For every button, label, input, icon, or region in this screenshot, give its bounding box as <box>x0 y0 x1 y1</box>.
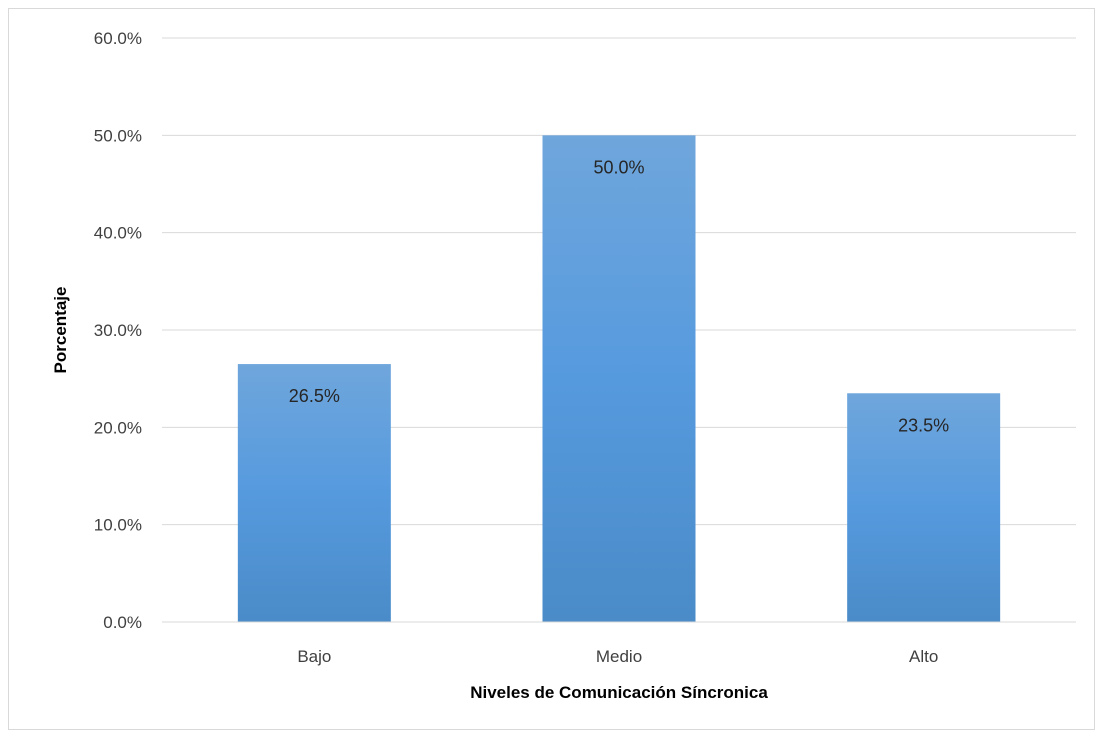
y-tick-label: 60.0% <box>94 29 142 48</box>
y-axis-title: Porcentaje <box>51 287 70 374</box>
x-axis-ticks: Bajo Medio Alto <box>297 647 938 666</box>
data-label: 26.5% <box>289 386 340 406</box>
y-tick-label: 40.0% <box>94 224 142 243</box>
y-axis-ticks: 0.0% 10.0% 20.0% 30.0% 40.0% 50.0% 60.0% <box>94 29 142 632</box>
bar-alto <box>847 393 1001 622</box>
y-tick-label: 0.0% <box>103 613 142 632</box>
y-tick-label: 10.0% <box>94 516 142 535</box>
bar-bajo <box>237 364 391 622</box>
bars <box>237 135 1001 623</box>
x-tick-label: Medio <box>596 647 642 666</box>
bar-medio <box>542 135 696 623</box>
data-labels: 26.5% 50.0% 23.5% <box>289 157 949 435</box>
data-label: 23.5% <box>898 415 949 435</box>
y-tick-label: 50.0% <box>94 126 142 145</box>
y-tick-label: 30.0% <box>94 321 142 340</box>
y-tick-label: 20.0% <box>94 418 142 437</box>
x-axis-title: Niveles de Comunicación Síncronica <box>470 683 768 702</box>
x-tick-label: Bajo <box>297 647 331 666</box>
data-label: 50.0% <box>593 157 644 177</box>
x-tick-label: Alto <box>909 647 938 666</box>
